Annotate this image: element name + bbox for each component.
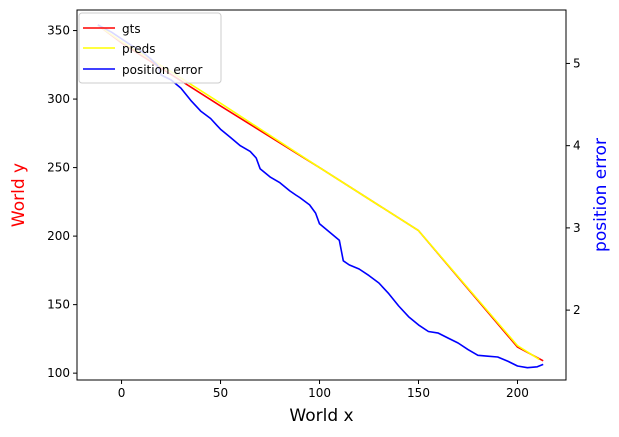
x-tick-label: 50 [213, 386, 228, 400]
y-right-tick-label: 5 [573, 56, 581, 70]
legend-label-gts: gts [122, 22, 141, 36]
legend-label-preds: preds [122, 42, 156, 56]
legend: gts preds position error [78, 12, 222, 84]
x-tick-label: 100 [308, 386, 331, 400]
y-right-axis-ticks: 2 3 4 5 [566, 56, 581, 317]
x-tick-label: 200 [506, 386, 529, 400]
y-right-tick-label: 3 [573, 221, 581, 235]
legend-box [78, 12, 222, 84]
y-left-tick-label: 150 [47, 298, 70, 312]
y-left-axis-label: World y [9, 163, 29, 227]
x-tick-label: 0 [118, 386, 126, 400]
y-right-tick-label: 2 [573, 303, 581, 317]
y-left-tick-label: 350 [47, 24, 70, 38]
y-right-tick-label: 4 [573, 139, 581, 153]
x-axis-ticks: 0 50 100 150 200 [118, 380, 529, 400]
legend-label-position-error: position error [122, 63, 202, 77]
plot-frame [76, 9, 567, 381]
x-axis-label: World x [289, 406, 353, 426]
series-line-position-error [97, 24, 544, 369]
y-left-tick-label: 100 [47, 366, 70, 380]
y-left-tick-label: 250 [47, 161, 70, 175]
y-left-tick-label: 300 [47, 92, 70, 106]
y-left-tick-label: 200 [47, 229, 70, 243]
x-tick-label: 150 [407, 386, 430, 400]
y-right-axis-label: position error [591, 138, 611, 252]
y-left-axis-ticks: 100 150 200 250 300 350 [47, 24, 77, 380]
